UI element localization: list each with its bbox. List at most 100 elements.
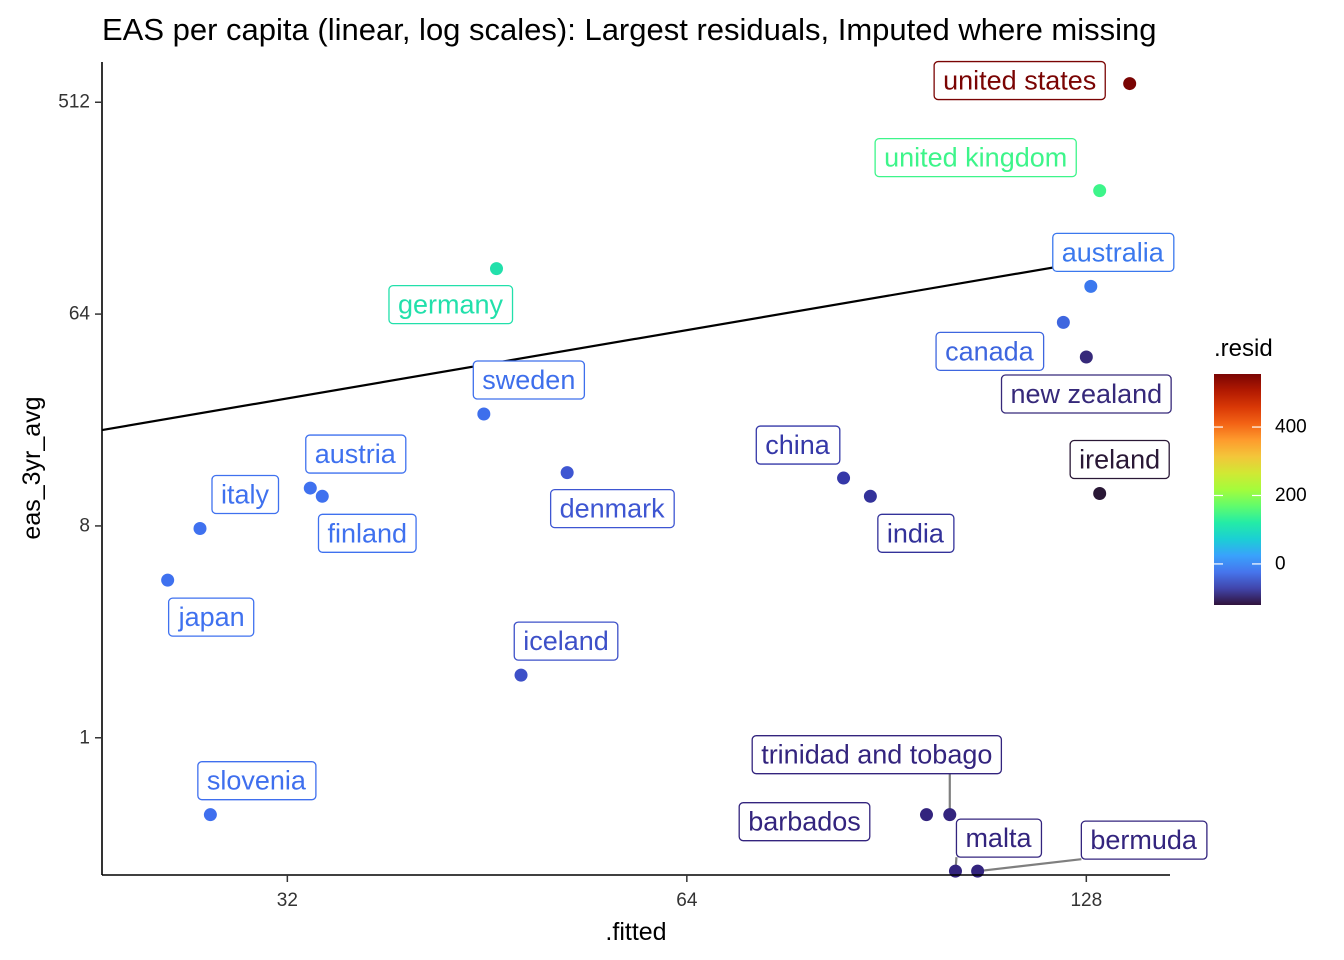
point-united-kingdom (1093, 184, 1107, 198)
point-label: japan (178, 602, 245, 632)
label-united-states: united states (933, 60, 1106, 101)
point-label: barbados (748, 807, 861, 837)
y-axis-title: eas_3yr_avg (18, 396, 46, 539)
label-australia: australia (1052, 232, 1175, 273)
label-box (549, 488, 675, 529)
point-slovenia (203, 808, 217, 822)
point-label: slovenia (207, 766, 307, 796)
label-germany: germany (388, 284, 514, 325)
label-barbados: barbados (738, 802, 871, 842)
label-canada: canada (935, 331, 1045, 372)
point-label: united states (943, 66, 1096, 96)
point-italy (193, 522, 207, 536)
regression-line (101, 246, 1171, 432)
point-india (863, 489, 877, 503)
label-box (317, 513, 417, 553)
label-box (211, 474, 280, 515)
y-tick-label: 512 (58, 92, 90, 113)
point-iceland (514, 668, 528, 682)
point-canada (1056, 315, 1070, 329)
legend-title: .resid (1214, 335, 1273, 362)
point-china (837, 471, 851, 485)
point-australia (1084, 279, 1098, 293)
point-germany (490, 262, 504, 276)
point-label: new zealand (1011, 379, 1163, 409)
point-label: china (765, 430, 831, 460)
label-box (877, 513, 955, 553)
x-tick-label: 128 (1070, 890, 1102, 911)
point-label: austria (315, 439, 397, 469)
leader-line (977, 858, 1082, 873)
chart-title: EAS per capita (linear, log scales): Lar… (102, 12, 1157, 47)
label-box (1052, 232, 1175, 273)
point-label: india (887, 518, 945, 548)
legend-tick-label: 400 (1275, 417, 1307, 438)
point-label: united kingdom (884, 143, 1067, 173)
label-denmark: denmark (549, 488, 675, 529)
point-barbados (919, 808, 933, 822)
label-sweden: sweden (472, 360, 586, 400)
legend: .resid 0 200 400 (1214, 335, 1307, 605)
axes: 32 64 128 1 8 64 512 (58, 92, 1102, 911)
label-ireland: ireland (1069, 439, 1170, 480)
point-ireland (1093, 486, 1107, 500)
label-china: china (755, 425, 841, 465)
point-finland (315, 489, 329, 503)
label-box (472, 360, 586, 400)
x-tick-label: 32 (277, 890, 298, 911)
label-box (1069, 439, 1170, 480)
label-box (513, 621, 619, 661)
label-india: india (877, 513, 955, 553)
point-new-zealand (1079, 350, 1093, 364)
label-box (167, 597, 255, 637)
legend-tick-label: 200 (1275, 485, 1307, 506)
label-box (955, 818, 1043, 858)
point-united-states (1123, 77, 1137, 91)
point-austria (303, 481, 317, 495)
point-trinidad-and-tobago (943, 808, 957, 822)
point-label: ireland (1079, 444, 1160, 474)
y-tick-label: 8 (79, 515, 90, 536)
point-label: malta (965, 823, 1032, 853)
point-denmark (560, 466, 574, 480)
y-tick-label: 1 (79, 727, 90, 748)
label-box (388, 284, 514, 325)
label-new-zealand: new zealand (1000, 374, 1172, 414)
point-label: denmark (560, 494, 666, 524)
point-label: finland (327, 518, 407, 548)
point-sweden (477, 407, 491, 421)
label-iceland: iceland (513, 621, 619, 661)
label-box (874, 137, 1077, 178)
label-trinidad-and-tobago: trinidad and tobago (751, 735, 1003, 815)
x-tick-label: 64 (676, 890, 698, 911)
legend-tick-label: 0 (1275, 553, 1286, 574)
point-label: iceland (523, 626, 609, 656)
label-united-kingdom: united kingdom (874, 137, 1077, 178)
label-box (305, 434, 407, 474)
label-box (1000, 374, 1172, 414)
label-box (935, 331, 1045, 372)
x-axis-title: .fitted (605, 918, 666, 946)
point-label: bermuda (1090, 825, 1198, 855)
point-label: italy (221, 480, 270, 510)
label-malta: malta (954, 818, 1043, 872)
label-austria: austria (305, 434, 407, 474)
label-finland: finland (317, 513, 417, 553)
point-label: germany (398, 290, 504, 320)
label-box (755, 425, 841, 465)
point-label: sweden (482, 365, 575, 395)
label-box (933, 60, 1106, 101)
point-label: canada (945, 336, 1035, 366)
label-box (197, 761, 317, 801)
point-label: australia (1062, 237, 1165, 267)
point-japan (161, 573, 175, 587)
label-slovenia: slovenia (197, 761, 317, 801)
legend-colorbar (1214, 374, 1261, 605)
label-bermuda: bermuda (977, 820, 1208, 873)
plot-area: united states united kingdom australia germ… (101, 60, 1208, 878)
y-tick-label: 64 (69, 304, 91, 325)
label-box (1080, 820, 1208, 860)
label-japan: japan (167, 597, 255, 637)
label-box (738, 802, 871, 842)
